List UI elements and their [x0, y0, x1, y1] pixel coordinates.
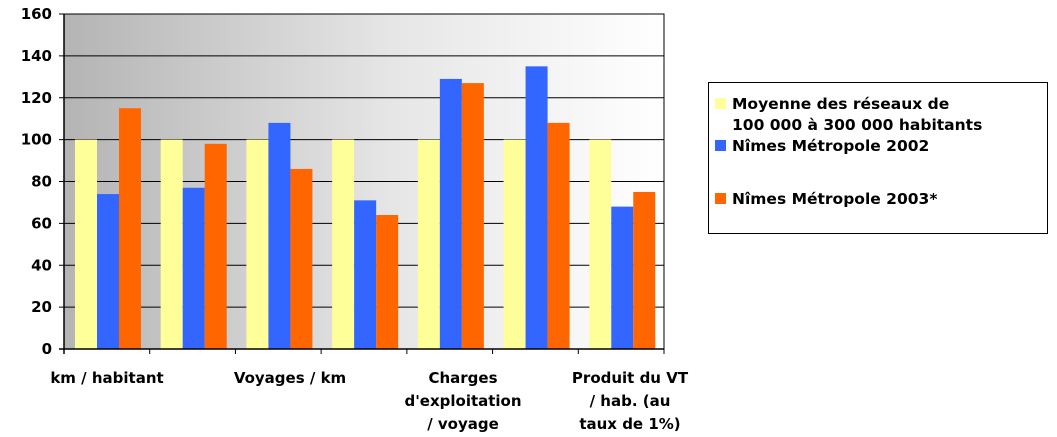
y-tick-label-20: 20: [31, 298, 52, 316]
x-category-label-2: Voyages / km: [234, 369, 346, 387]
legend-item-series-3: Nîmes Métropole 2003*: [715, 189, 937, 210]
bars: [75, 66, 656, 349]
y-tick-label-60: 60: [31, 214, 52, 232]
x-axis-categories: km / habitant Voyages / km Charges d'exploi…: [50, 369, 689, 433]
legend-label-series-2: Nîmes Métropole 2002: [732, 137, 930, 155]
bar-series3-group2: [204, 143, 227, 349]
bar-series1-group3: [246, 139, 269, 349]
x-category-label-4: Charges d'exploitation / voyage: [404, 369, 521, 433]
legend-label-series-1: Moyenne des réseaux de 100 000 à 300 000…: [732, 95, 983, 134]
bar-series1-group1: [75, 139, 97, 349]
bar-series3-group5: [461, 83, 484, 349]
legend: Moyenne des réseaux de 100 000 à 300 000…: [708, 82, 1048, 234]
bar-series2-group3: [268, 122, 291, 349]
legend-item-series-2: Nîmes Métropole 2002: [715, 136, 929, 157]
bar-series2-group7: [611, 206, 634, 349]
y-tick-label-0: 0: [42, 340, 52, 358]
legend-swatch-series-1: [715, 98, 726, 109]
y-tick-label-120: 120: [21, 89, 52, 107]
legend-swatch-series-3: [715, 193, 726, 204]
y-tick-label-40: 40: [31, 256, 52, 274]
y-tick-label-80: 80: [31, 173, 52, 191]
y-tick-label-140: 140: [21, 47, 52, 65]
y-tick-label-100: 100: [21, 131, 52, 149]
bar-series3-group3: [290, 168, 313, 349]
axes: [59, 14, 665, 354]
bar-series2-group4: [354, 200, 377, 349]
bar-series2-group5: [439, 78, 462, 349]
y-axis-ticks: 0 20 40 60 80 100 120 140 160: [21, 5, 64, 358]
x-category-label-6: Produit du VT / hab. (au taux de 1%): [572, 369, 689, 433]
bar-series1-group5: [417, 139, 440, 349]
bar-series3-group1: [119, 108, 141, 349]
bar-series2-group6: [525, 66, 548, 349]
bar-series2-group2: [182, 187, 205, 349]
bar-series1-group4: [332, 139, 355, 349]
legend-label-series-3: Nîmes Métropole 2003*: [732, 190, 938, 208]
x-category-label-1: km / habitant: [50, 369, 163, 387]
bar-series1-group2: [160, 139, 183, 349]
bar-series1-group6: [503, 139, 526, 349]
bar-series3-group6: [547, 122, 570, 349]
legend-swatch-series-2: [715, 140, 726, 151]
bar-series3-group7: [633, 191, 656, 349]
bar-series2-group1: [97, 194, 119, 349]
y-tick-label-160: 160: [21, 5, 52, 23]
bar-series1-group7: [589, 139, 612, 349]
bar-series3-group4: [376, 215, 399, 349]
legend-item-series-1: Moyenne des réseaux de 100 000 à 300 000…: [715, 94, 982, 136]
